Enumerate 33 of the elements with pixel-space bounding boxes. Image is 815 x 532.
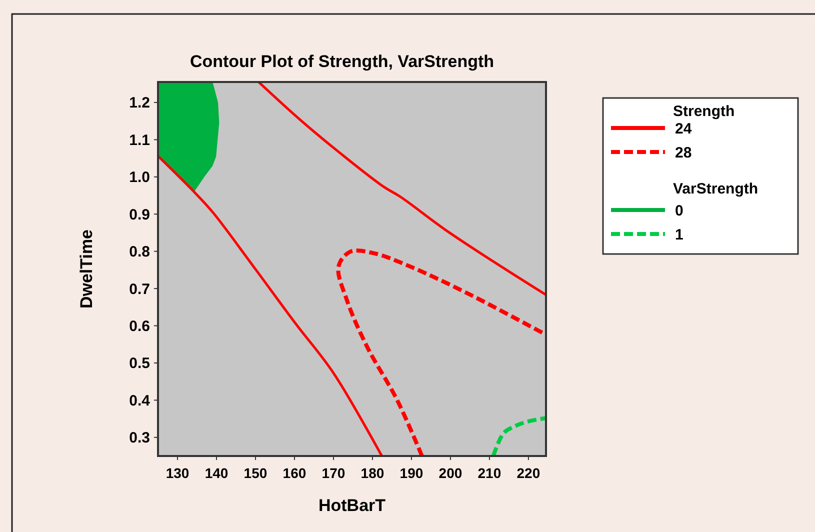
x-tick-label: 210 [478, 465, 502, 481]
y-tick-label: 1.0 [129, 169, 150, 186]
legend-label: 28 [675, 144, 692, 162]
x-tick-label: 180 [360, 465, 384, 481]
legend-label: 1 [675, 226, 684, 244]
x-tick-label: 150 [244, 465, 268, 481]
y-tick-label: 0.7 [129, 280, 150, 298]
x-axis-title: HotBarT [318, 496, 386, 515]
y-tick-label: 0.3 [129, 430, 150, 447]
y-tick-label: 0.9 [129, 206, 150, 224]
legend-title: Strength [673, 103, 735, 120]
x-tick-label: 190 [400, 465, 424, 481]
line-series [491, 416, 546, 456]
y-tick-label: 1.2 [129, 94, 150, 112]
y-tick-label: 0.4 [129, 392, 151, 410]
line-series [336, 248, 546, 456]
x-tick-label: 170 [322, 465, 346, 481]
legend-label: 24 [675, 120, 692, 138]
y-axis-title: DwelTime [77, 229, 96, 309]
line-series [158, 155, 384, 456]
x-tick-label: 140 [204, 465, 228, 481]
x-tick-label: 200 [438, 465, 462, 481]
x-tick-label: 160 [282, 465, 306, 481]
x-tick-label: 130 [166, 465, 190, 481]
x-tick-label: 220 [516, 465, 540, 481]
line-series [257, 82, 546, 296]
legend-label: 0 [675, 202, 684, 220]
y-tick-label: 1.1 [129, 132, 150, 149]
y-tick-label: 0.8 [129, 244, 150, 261]
text: VarStrength [673, 180, 758, 198]
chart-title: Contour Plot of Strength, VarStrength [190, 52, 494, 71]
y-tick-label: 0.6 [129, 318, 150, 335]
y-tick-label: 0.5 [129, 355, 150, 372]
